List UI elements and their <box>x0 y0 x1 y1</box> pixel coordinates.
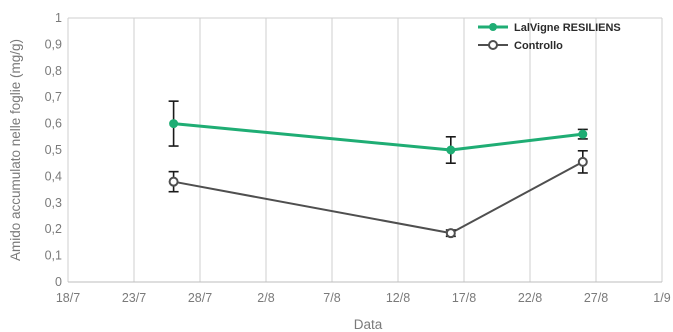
data-point <box>578 129 588 139</box>
y-tick-label: 0,6 <box>45 117 62 131</box>
x-tick-label: 7/8 <box>323 291 340 305</box>
legend-marker <box>488 40 498 50</box>
series <box>168 100 588 239</box>
y-tick-label: 1 <box>55 11 62 25</box>
y-tick-label: 0,4 <box>45 169 62 183</box>
y-tick-label: 0,7 <box>45 90 62 104</box>
data-point <box>169 119 179 129</box>
series-line <box>173 161 584 235</box>
data-point <box>577 156 588 167</box>
grid <box>133 18 597 282</box>
x-tick-label: 27/8 <box>584 291 608 305</box>
y-tick-label: 0,5 <box>45 143 62 157</box>
y-tick-label: 0,3 <box>45 196 62 210</box>
x-tick-label: 18/7 <box>56 291 80 305</box>
y-tick-label: 0,9 <box>45 37 62 51</box>
x-tick-label: 28/7 <box>188 291 212 305</box>
legend-label: Controllo <box>514 40 563 52</box>
y-tick-label: 0,1 <box>45 249 62 263</box>
data-point <box>445 228 456 239</box>
x-tick-label: 12/8 <box>386 291 410 305</box>
legend-entry: Controllo <box>478 40 563 52</box>
legend-marker <box>489 23 497 31</box>
x-tick-label: 23/7 <box>122 291 146 305</box>
y-axis-title: Amido accumulato nelle foglie (mg/g) <box>8 39 23 261</box>
y-tick-labels: 0 0,1 0,2 0,3 0,4 0,5 0,6 0,7 0,8 0,9 1 <box>45 11 62 289</box>
x-tick-label: 22/8 <box>518 291 542 305</box>
data-point <box>446 145 456 155</box>
x-tick-labels: 18/7 23/7 28/7 2/8 7/8 12/8 17/8 22/8 27/8 1/9 <box>56 291 671 305</box>
y-tick-label: 0,8 <box>45 64 62 78</box>
x-tick-label: 2/8 <box>257 291 274 305</box>
axes <box>67 17 663 283</box>
x-tick-label: 17/8 <box>452 291 476 305</box>
y-tick-label: 0 <box>55 275 62 289</box>
series-line <box>173 122 583 152</box>
x-axis-title: Data <box>354 317 383 332</box>
y-tick-label: 0,2 <box>45 222 62 236</box>
legend-entry: LalVigne RESILIENS <box>478 22 621 34</box>
data-point <box>168 176 179 187</box>
legend: LalVigne RESILIENS Controllo <box>478 22 621 52</box>
legend-label: LalVigne RESILIENS <box>514 22 621 34</box>
x-tick-label: 1/9 <box>653 291 670 305</box>
